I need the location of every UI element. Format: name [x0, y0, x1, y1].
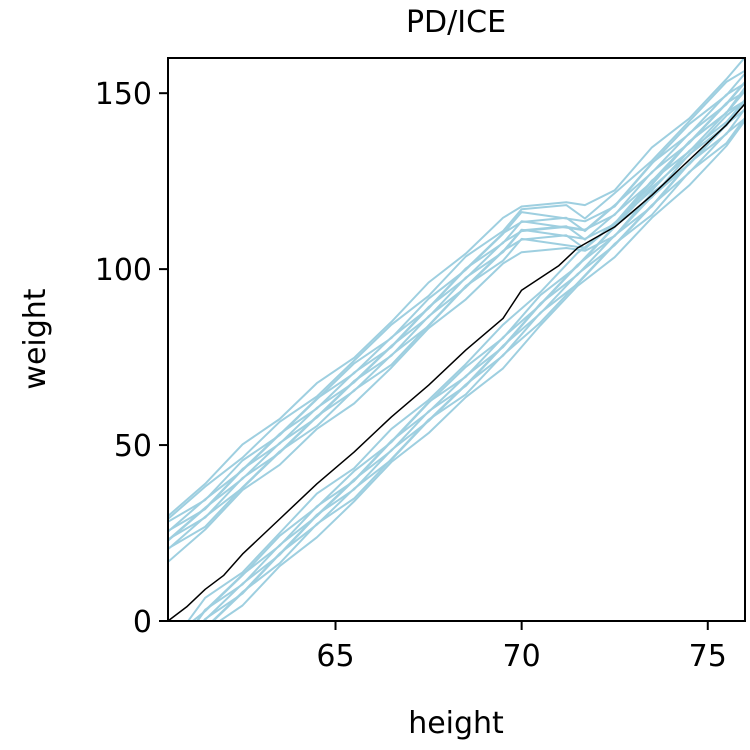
ice-line-1-0 — [217, 120, 745, 621]
y-tick-label: 150 — [95, 77, 152, 112]
ice-line-1-8 — [186, 87, 745, 621]
x-tick-label: 65 — [316, 639, 354, 674]
x-tick-label: 75 — [689, 639, 727, 674]
ice-line-0-0 — [168, 102, 745, 563]
y-tick-label: 50 — [114, 429, 152, 464]
plot-frame — [167, 57, 746, 622]
lines-layer — [168, 58, 745, 621]
chart-title: PD/ICE — [406, 5, 506, 40]
ice-line-0-9 — [168, 69, 745, 520]
y-axis-label: weight — [18, 288, 53, 389]
x-tick-label: 70 — [503, 639, 541, 674]
ice-line-1-7 — [191, 100, 745, 621]
pd-line — [168, 103, 745, 621]
ice-line-0-5 — [168, 81, 745, 542]
ice-line-0-10 — [168, 58, 745, 517]
ticks-layer: 65 70 75 0 50 100 150 — [95, 77, 727, 674]
ice-line-0-8 — [168, 72, 745, 523]
y-tick-label: 0 — [133, 605, 152, 640]
x-axis-label: height — [408, 706, 504, 741]
y-tick-label: 100 — [95, 253, 152, 288]
